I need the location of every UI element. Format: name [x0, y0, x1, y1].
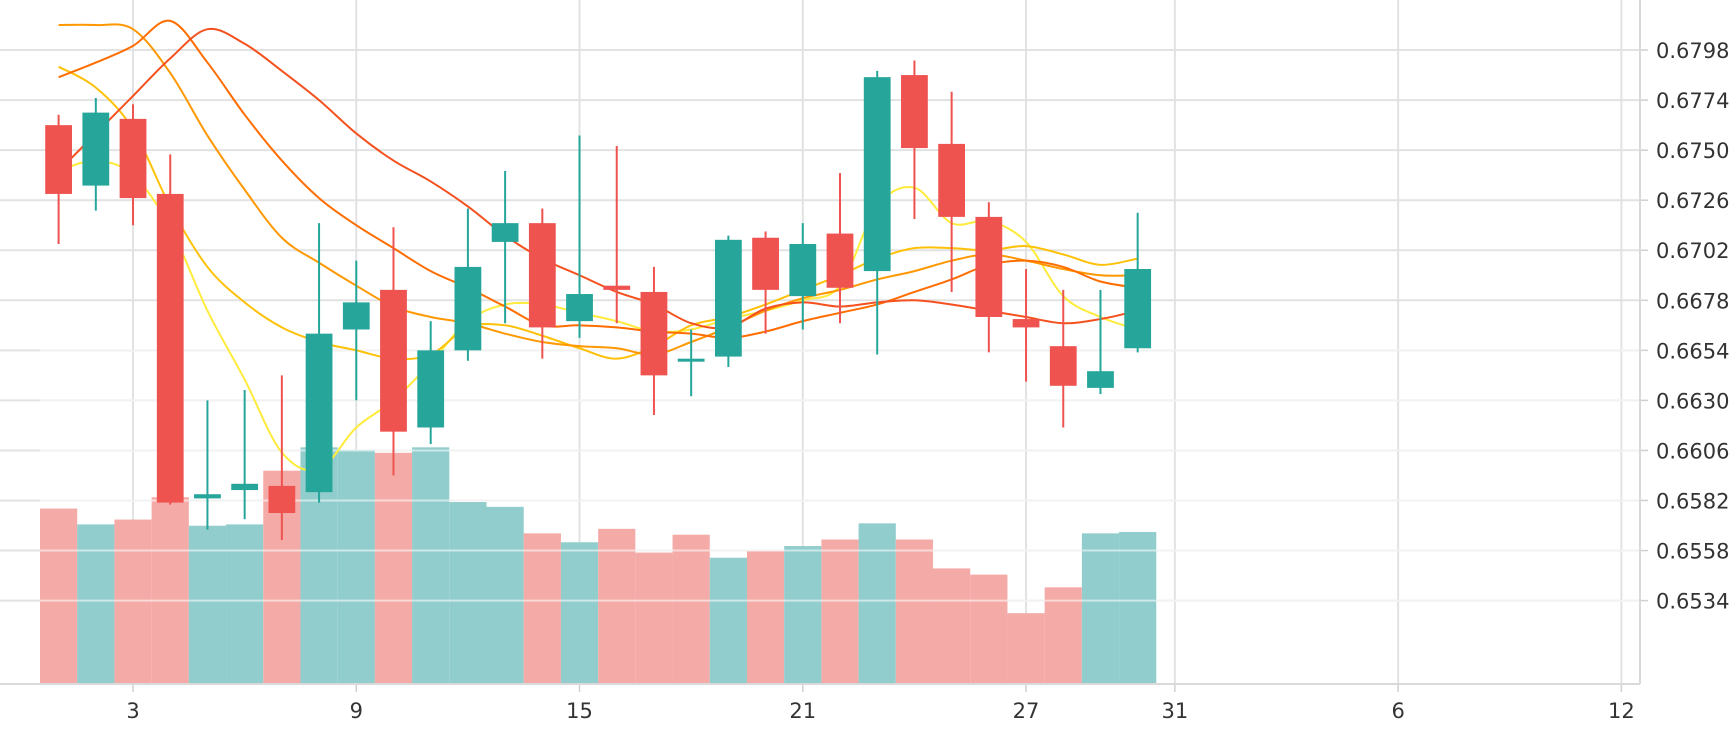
candle-body: [714, 239, 742, 357]
candle-body: [194, 494, 221, 499]
volume-bar: [933, 568, 971, 684]
volume-bar: [821, 539, 859, 684]
candle-body: [1124, 269, 1152, 349]
y-tick-label: 0.6726: [1656, 189, 1729, 213]
candle-body: [789, 243, 817, 297]
x-tick-label: 21: [789, 699, 816, 723]
x-tick-label: 15: [566, 699, 593, 723]
candle-body: [752, 237, 779, 290]
volume-bar: [151, 497, 189, 684]
volume-bar: [1081, 533, 1120, 684]
volume-bar: [188, 525, 227, 684]
y-tick-label: 0.6654: [1656, 339, 1729, 363]
volume-bar: [784, 546, 822, 684]
candle-body: [566, 294, 593, 322]
x-tick-label: 9: [350, 699, 363, 723]
volume-bar: [560, 542, 599, 684]
volume-bar: [1119, 531, 1157, 684]
candle-body: [417, 350, 445, 428]
y-tick-label: 0.6678: [1656, 289, 1729, 313]
candle-body: [342, 302, 370, 330]
y-tick-label: 0.6702: [1656, 239, 1729, 263]
volume-bar: [374, 452, 413, 684]
candle-body: [231, 483, 259, 491]
y-tick-label: 0.6582: [1656, 489, 1729, 513]
volume-bar: [1044, 587, 1082, 684]
candle-body: [528, 223, 556, 328]
volume-bar: [449, 502, 487, 684]
candle-body: [454, 266, 482, 351]
candle-body: [975, 216, 1003, 317]
candle-body: [603, 285, 631, 290]
moving-average-line: [58, 19, 1138, 339]
candle-body: [1087, 371, 1114, 388]
y-tick-label: 0.6630: [1656, 389, 1729, 413]
moving-average-line: [57, 27, 1138, 330]
candle-body: [863, 77, 891, 272]
x-tick-label: 12: [1608, 699, 1635, 723]
volume-bar: [709, 557, 747, 684]
candle-body: [1012, 319, 1040, 328]
volume-bar: [895, 539, 934, 684]
candle-body: [491, 223, 519, 242]
candle-body: [938, 143, 966, 217]
y-tick-label: 0.6534: [1656, 590, 1729, 614]
candles: [45, 60, 1152, 541]
volume-bar: [114, 519, 152, 684]
y-tick-label: 0.6798: [1656, 39, 1729, 63]
volume-bar: [40, 508, 78, 684]
volume-bar: [746, 551, 785, 684]
volume-bars: [40, 349, 1640, 684]
candle-body: [640, 291, 668, 376]
volume-bar: [523, 533, 561, 684]
volume-bar: [226, 524, 264, 684]
volume-bar: [486, 506, 524, 684]
candle-body: [119, 118, 147, 199]
candle-body: [268, 485, 296, 513]
volume-bar: [672, 534, 710, 684]
volume-bar: [412, 447, 450, 684]
volume-bar: [598, 528, 636, 684]
volume-bar: [858, 523, 896, 684]
y-tick-label: 0.6606: [1656, 439, 1729, 463]
candle-body: [45, 125, 72, 194]
candle-body: [1049, 346, 1077, 386]
y-tick-label: 0.6750: [1656, 139, 1729, 163]
moving-average-line: [58, 23, 1138, 356]
y-tick-label: 0.6774: [1656, 89, 1729, 113]
candle-body: [305, 333, 333, 493]
volume-bar: [77, 524, 115, 684]
x-tick-label: 6: [1391, 699, 1404, 723]
volume-bar: [635, 552, 673, 684]
volume-bar: [1007, 613, 1045, 684]
volume-bar: [970, 574, 1008, 684]
y-tick-label: 0.6558: [1656, 540, 1729, 564]
volume-bar: [337, 450, 375, 684]
x-tick-label: 3: [126, 699, 139, 723]
candle-body: [380, 289, 407, 432]
x-tick-label: 31: [1162, 699, 1189, 723]
candle-body: [901, 75, 928, 149]
candle-body: [82, 112, 110, 186]
candle-body: [826, 233, 854, 288]
candle-body: [156, 193, 184, 503]
x-tick-label: 27: [1013, 699, 1040, 723]
candle-body: [677, 358, 705, 362]
